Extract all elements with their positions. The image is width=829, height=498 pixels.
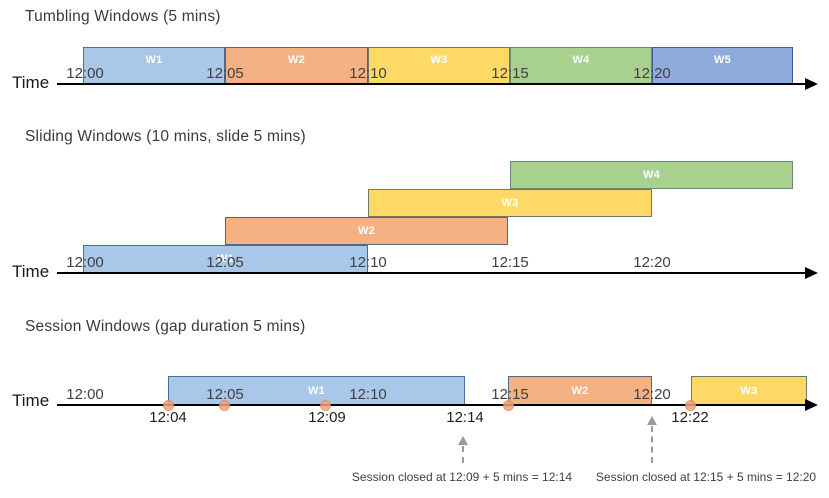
tumbling-window-w4: W4 <box>510 47 652 84</box>
event-time-label: 12:14 <box>446 409 484 426</box>
tick-label: 12:20 <box>633 65 671 82</box>
tick-label: 12:15 <box>491 65 529 82</box>
session-axis-arrowhead-icon <box>805 399 818 411</box>
tick-label: 12:05 <box>206 65 244 82</box>
tick-label: 12:10 <box>349 254 387 271</box>
window-label: W3 <box>740 384 758 397</box>
tick-label: 12:15 <box>491 386 529 403</box>
tick-label: 12:10 <box>349 386 387 403</box>
window-label: W3 <box>501 197 519 209</box>
up-arrow-dash <box>462 446 464 463</box>
session-section-title: Session Windows (gap duration 5 mins) <box>25 318 306 335</box>
window-label: W2 <box>571 384 589 397</box>
window-label: W4 <box>572 54 590 66</box>
window-label: W4 <box>642 169 661 181</box>
tumbling-section-title: Tumbling Windows (5 mins) <box>25 8 221 25</box>
tick-label: 12:10 <box>349 65 387 82</box>
event-time-label: 12:22 <box>671 409 709 426</box>
event-dot <box>163 400 174 411</box>
sliding-window-w3: W3 <box>368 189 652 217</box>
tumbling-window-w2: W2 <box>225 47 368 84</box>
event-dot <box>685 400 696 411</box>
tumbling-time-axis-label: Time <box>12 73 50 92</box>
tumbling-window-w3: W3 <box>368 47 510 84</box>
sliding-section-title: Sliding Windows (10 mins, slide 5 mins) <box>25 128 306 145</box>
session-close-annotation-2: Session closed at 12:15 + 5 mins = 12:20 <box>595 470 817 484</box>
sliding-window-w2: W2 <box>225 217 508 245</box>
sliding-time-axis-label: Time <box>12 262 50 281</box>
up-arrow-icon <box>647 416 657 425</box>
sliding-time-axis <box>57 272 806 274</box>
tick-label: 12:00 <box>66 254 104 271</box>
tick-label: 12:05 <box>206 386 244 403</box>
window-label: W2 <box>357 225 376 237</box>
sliding-window-w1: W1 <box>83 245 368 273</box>
window-label: W1 <box>145 54 163 66</box>
window-label: W2 <box>287 54 306 66</box>
window-label: W1 <box>216 253 235 265</box>
session-time-axis <box>57 404 806 406</box>
tick-label: 12:00 <box>66 386 104 403</box>
tick-label: 12:20 <box>633 254 671 271</box>
event-time-label: 12:09 <box>308 409 346 426</box>
event-dot <box>503 400 514 411</box>
event-dot <box>219 400 230 411</box>
tick-label: 12:00 <box>66 65 104 82</box>
session-window-w2: W2 <box>508 376 652 405</box>
tick-label: 12:20 <box>633 386 671 403</box>
event-time-label: 12:04 <box>149 409 187 426</box>
tumbling-axis-arrowhead-icon <box>805 78 818 90</box>
session-close-annotation-1: Session closed at 12:09 + 5 mins = 12:14 <box>351 470 573 484</box>
event-dot <box>320 400 331 411</box>
tumbling-time-axis <box>57 83 806 85</box>
session-time-axis-label: Time <box>12 391 50 410</box>
tumbling-window-w1: W1 <box>83 47 225 84</box>
tumbling-window-w5: W5 <box>652 47 793 84</box>
up-arrow-icon <box>458 436 468 445</box>
tick-label: 12:05 <box>206 254 244 271</box>
window-label: W1 <box>307 384 326 397</box>
session-window-w3: W3 <box>691 376 807 405</box>
sliding-window-w4: W4 <box>510 161 793 189</box>
window-label: W5 <box>713 54 732 66</box>
sliding-axis-arrowhead-icon <box>805 267 818 279</box>
up-arrow-dash <box>651 426 653 463</box>
tick-label: 12:15 <box>491 254 529 271</box>
window-label: W3 <box>430 54 448 66</box>
